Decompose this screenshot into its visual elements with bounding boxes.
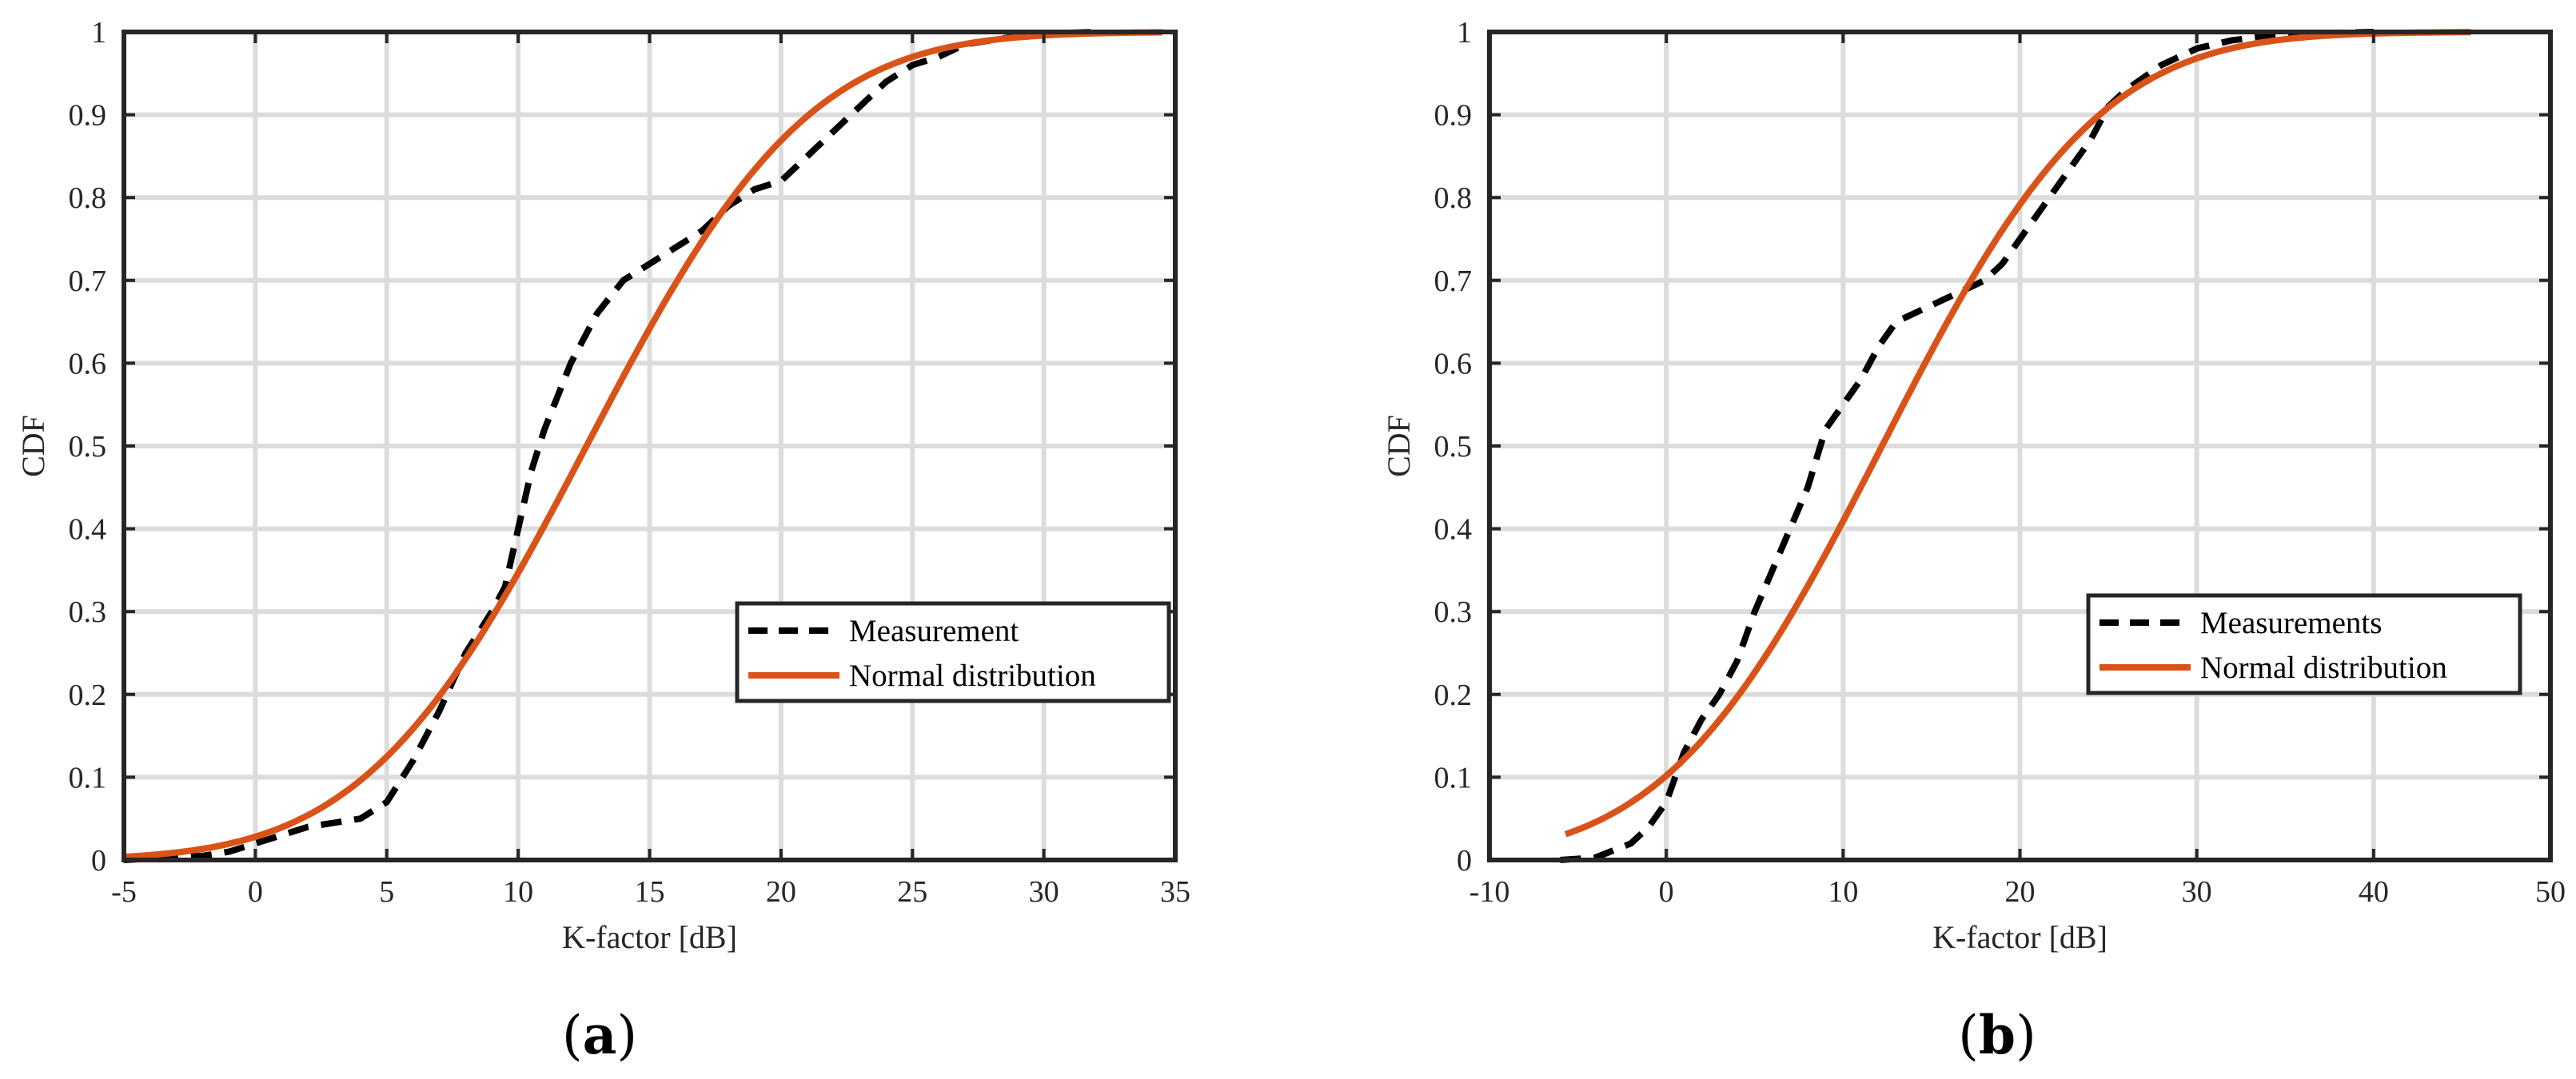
y-tick-label: 0 xyxy=(1457,844,1472,878)
chart-panel-a: -5 0 5 10 15 20 25 30 3500.10.20.30.40.50.60.70.… xyxy=(15,16,1190,1066)
y-tick-label: 0.5 xyxy=(1434,430,1473,464)
x-tick-label: -5 xyxy=(111,875,137,909)
y-tick-label: 0.7 xyxy=(1434,265,1473,298)
series-measurement-line xyxy=(123,29,1097,863)
y-tick-label: 0.8 xyxy=(1434,181,1473,215)
y-tick-label: 0.6 xyxy=(1434,347,1473,380)
x-tick-label: 40 xyxy=(2359,875,2389,909)
x-tick-label: 10 xyxy=(1828,875,1858,909)
legend-label: Normal distribution xyxy=(849,659,1096,693)
x-tick-label: 10 xyxy=(503,875,533,909)
x-tick-label: 15 xyxy=(635,875,665,909)
y-tick-label: 0.3 xyxy=(69,595,107,629)
y-tick-label: 0.3 xyxy=(1434,595,1473,629)
x-axis-title: K-factor [dB] xyxy=(562,919,737,955)
x-tick-label: -10 xyxy=(1469,875,1510,909)
y-tick-label: 0.8 xyxy=(69,181,107,215)
y-tick-label: 0.5 xyxy=(69,430,107,464)
x-tick-label: 30 xyxy=(2182,875,2212,909)
legend-box xyxy=(735,601,1171,703)
y-tick-label: 0 xyxy=(91,844,106,878)
y-tick-label: 0.6 xyxy=(69,347,107,380)
y-axis-title: CDF xyxy=(1381,415,1417,477)
x-tick-label: 5 xyxy=(379,875,394,909)
y-tick-label: 0.9 xyxy=(69,99,107,133)
y-axis-title: CDF xyxy=(15,415,51,477)
legend-label: Normal distribution xyxy=(2200,651,2447,685)
x-tick-label: 20 xyxy=(2005,875,2036,909)
x-tick-label: 50 xyxy=(2535,875,2566,909)
y-tick-label: 0.2 xyxy=(1434,679,1473,712)
x-tick-label: 30 xyxy=(1029,875,1059,909)
chart-panel-b: -10 0 10 20 30 40 5000.10.20.30.40.50.60.70.80… xyxy=(1381,16,2566,1066)
x-tick-label: 0 xyxy=(248,875,263,909)
series-measurement-line xyxy=(1560,29,2374,863)
series-normal-distribution-line xyxy=(1564,29,2471,838)
x-axis-title: K-factor [dB] xyxy=(1932,919,2107,955)
legend-box xyxy=(2086,593,2522,695)
x-tick-label: 0 xyxy=(1659,875,1674,909)
y-tick-label: 0.1 xyxy=(1434,761,1473,794)
y-tick-label: 1 xyxy=(91,16,106,50)
x-tick-label: 35 xyxy=(1160,875,1190,909)
y-tick-label: 0.9 xyxy=(1434,99,1473,133)
legend-label: Measurement xyxy=(849,614,1019,648)
panel-label: (a) xyxy=(562,1004,637,1066)
y-tick-label: 0.7 xyxy=(69,265,107,298)
x-tick-label: 20 xyxy=(766,875,796,909)
panel-label: (b) xyxy=(1958,1004,2036,1066)
series-normal-distribution-line xyxy=(123,29,1162,860)
legend-label: Measurements xyxy=(2200,606,2382,640)
y-tick-label: 0.4 xyxy=(1434,513,1473,547)
y-tick-label: 0.1 xyxy=(69,761,107,794)
y-tick-label: 1 xyxy=(1457,16,1472,50)
y-tick-label: 0.2 xyxy=(69,679,107,712)
x-tick-label: 25 xyxy=(897,875,927,909)
y-tick-label: 0.4 xyxy=(69,513,107,547)
